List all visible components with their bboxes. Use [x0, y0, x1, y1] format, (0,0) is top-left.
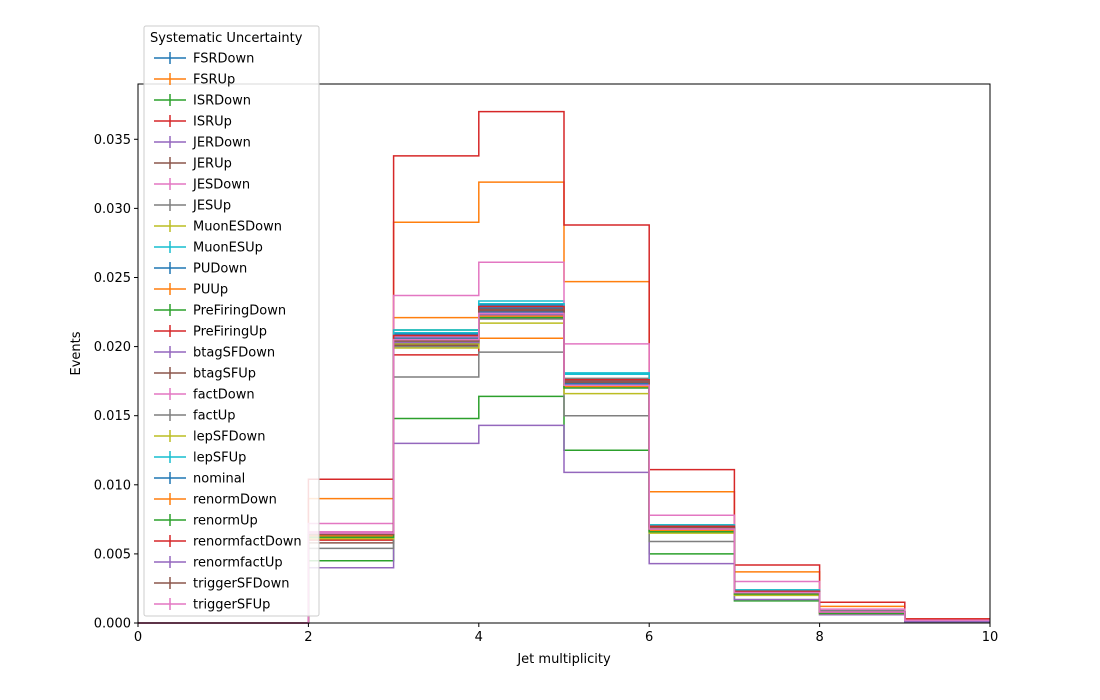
legend-label: lepSFDown — [193, 430, 265, 445]
y-tick-label: 0.005 — [94, 547, 131, 562]
legend-title: Systematic Uncertainty — [150, 31, 303, 46]
legend-label: JESDown — [192, 178, 250, 193]
legend-label: nominal — [193, 472, 245, 487]
y-tick-label: 0.015 — [94, 409, 131, 424]
legend-label: FSRDown — [193, 52, 254, 67]
legend-entry-JERDown: JERDown — [154, 136, 251, 151]
legend-entry-renormUp: renormUp — [154, 514, 258, 529]
legend-entry-PUDown: PUDown — [154, 262, 247, 277]
x-tick-label: 0 — [134, 630, 142, 645]
legend-label: renormUp — [193, 514, 258, 529]
legend-entry-btagSFUp: btagSFUp — [154, 367, 256, 382]
legend-label: FSRUp — [193, 73, 235, 88]
legend-entry-FSRDown: FSRDown — [154, 52, 254, 67]
legend-entries: FSRDown FSRUp ISRDown ISRUp JERDown JERUp JESD… — [154, 52, 302, 613]
x-tick-label: 4 — [475, 630, 483, 645]
legend-entry-triggerSFDown: triggerSFDown — [154, 577, 289, 592]
legend-entry-renormfactDown: renormfactDown — [154, 535, 302, 550]
legend-label: renormfactUp — [193, 556, 283, 571]
y-tick-label: 0.030 — [94, 202, 131, 217]
legend-entry-lepSFUp: lepSFUp — [154, 451, 246, 466]
legend-label: renormDown — [193, 493, 277, 508]
legend-entry-nominal: nominal — [154, 472, 245, 487]
legend-label: ISRDown — [193, 94, 251, 109]
legend-label: ISRUp — [193, 115, 232, 130]
legend-label: JERDown — [192, 136, 251, 151]
y-tick-label: 0.025 — [94, 271, 131, 286]
legend-label: btagSFDown — [193, 346, 275, 361]
legend-label: MuonESUp — [193, 241, 263, 256]
legend-label: triggerSFDown — [193, 577, 289, 592]
x-tick-label: 10 — [982, 630, 999, 645]
legend-label: factDown — [193, 388, 255, 403]
legend-entry-MuonESUp: MuonESUp — [154, 241, 263, 256]
legend-entry-lepSFDown: lepSFDown — [154, 430, 265, 445]
plot-frame — [137, 83, 991, 624]
legend-label: btagSFUp — [193, 367, 256, 382]
y-axis: 0.000 0.005 0.010 0.015 0.020 0.025 0.030 0.035 — [94, 133, 138, 632]
x-tick-label: 2 — [304, 630, 312, 645]
legend-label: renormfactDown — [193, 535, 302, 550]
legend-entry-factUp: factUp — [154, 409, 236, 424]
legend-label: lepSFUp — [193, 451, 246, 466]
y-tick-label: 0.010 — [94, 478, 131, 493]
legend-entry-JERUp: JERUp — [154, 157, 232, 172]
legend-entry-JESUp: JESUp — [154, 199, 231, 214]
legend-label: MuonESDown — [193, 220, 282, 235]
legend-entry-renormDown: renormDown — [154, 493, 277, 508]
x-tick-label: 6 — [645, 630, 653, 645]
legend-entry-triggerSFUp: triggerSFUp — [154, 598, 270, 613]
legend-label: PreFiringDown — [193, 304, 286, 319]
legend-entry-PreFiringUp: PreFiringUp — [154, 325, 267, 340]
legend-entry-FSRUp: FSRUp — [154, 73, 235, 88]
legend-entry-MuonESDown: MuonESDown — [154, 220, 282, 235]
legend-label: triggerSFUp — [193, 598, 270, 613]
legend-label: PUUp — [193, 283, 228, 298]
legend-entry-PreFiringDown: PreFiringDown — [154, 304, 286, 319]
legend-label: PUDown — [193, 262, 247, 277]
x-axis-label: Jet multiplicity — [516, 652, 611, 667]
legend-entry-renormfactUp: renormfactUp — [154, 556, 283, 571]
legend-entry-factDown: factDown — [154, 388, 255, 403]
y-tick-label: 0.035 — [94, 133, 131, 148]
legend-entry-JESDown: JESDown — [154, 178, 250, 193]
y-tick-label: 0.000 — [94, 617, 131, 632]
x-axis: 0 2 4 6 8 10 — [134, 623, 998, 645]
legend-entry-PUUp: PUUp — [154, 283, 228, 298]
legend-entry-ISRDown: ISRDown — [154, 94, 251, 109]
legend-label: JESUp — [192, 199, 231, 214]
legend-label: factUp — [193, 409, 236, 424]
y-axis-label: Events — [69, 331, 84, 375]
legend: Systematic Uncertainty FSRDown FSRUp ISRDo… — [143, 25, 320, 617]
legend-label: PreFiringUp — [193, 325, 267, 340]
legend-entry-ISRUp: ISRUp — [154, 115, 232, 130]
legend-box — [143, 25, 320, 617]
y-tick-label: 0.020 — [94, 340, 131, 355]
legend-label: JERUp — [192, 157, 232, 172]
x-tick-label: 8 — [815, 630, 823, 645]
legend-entry-btagSFDown: btagSFDown — [154, 346, 275, 361]
